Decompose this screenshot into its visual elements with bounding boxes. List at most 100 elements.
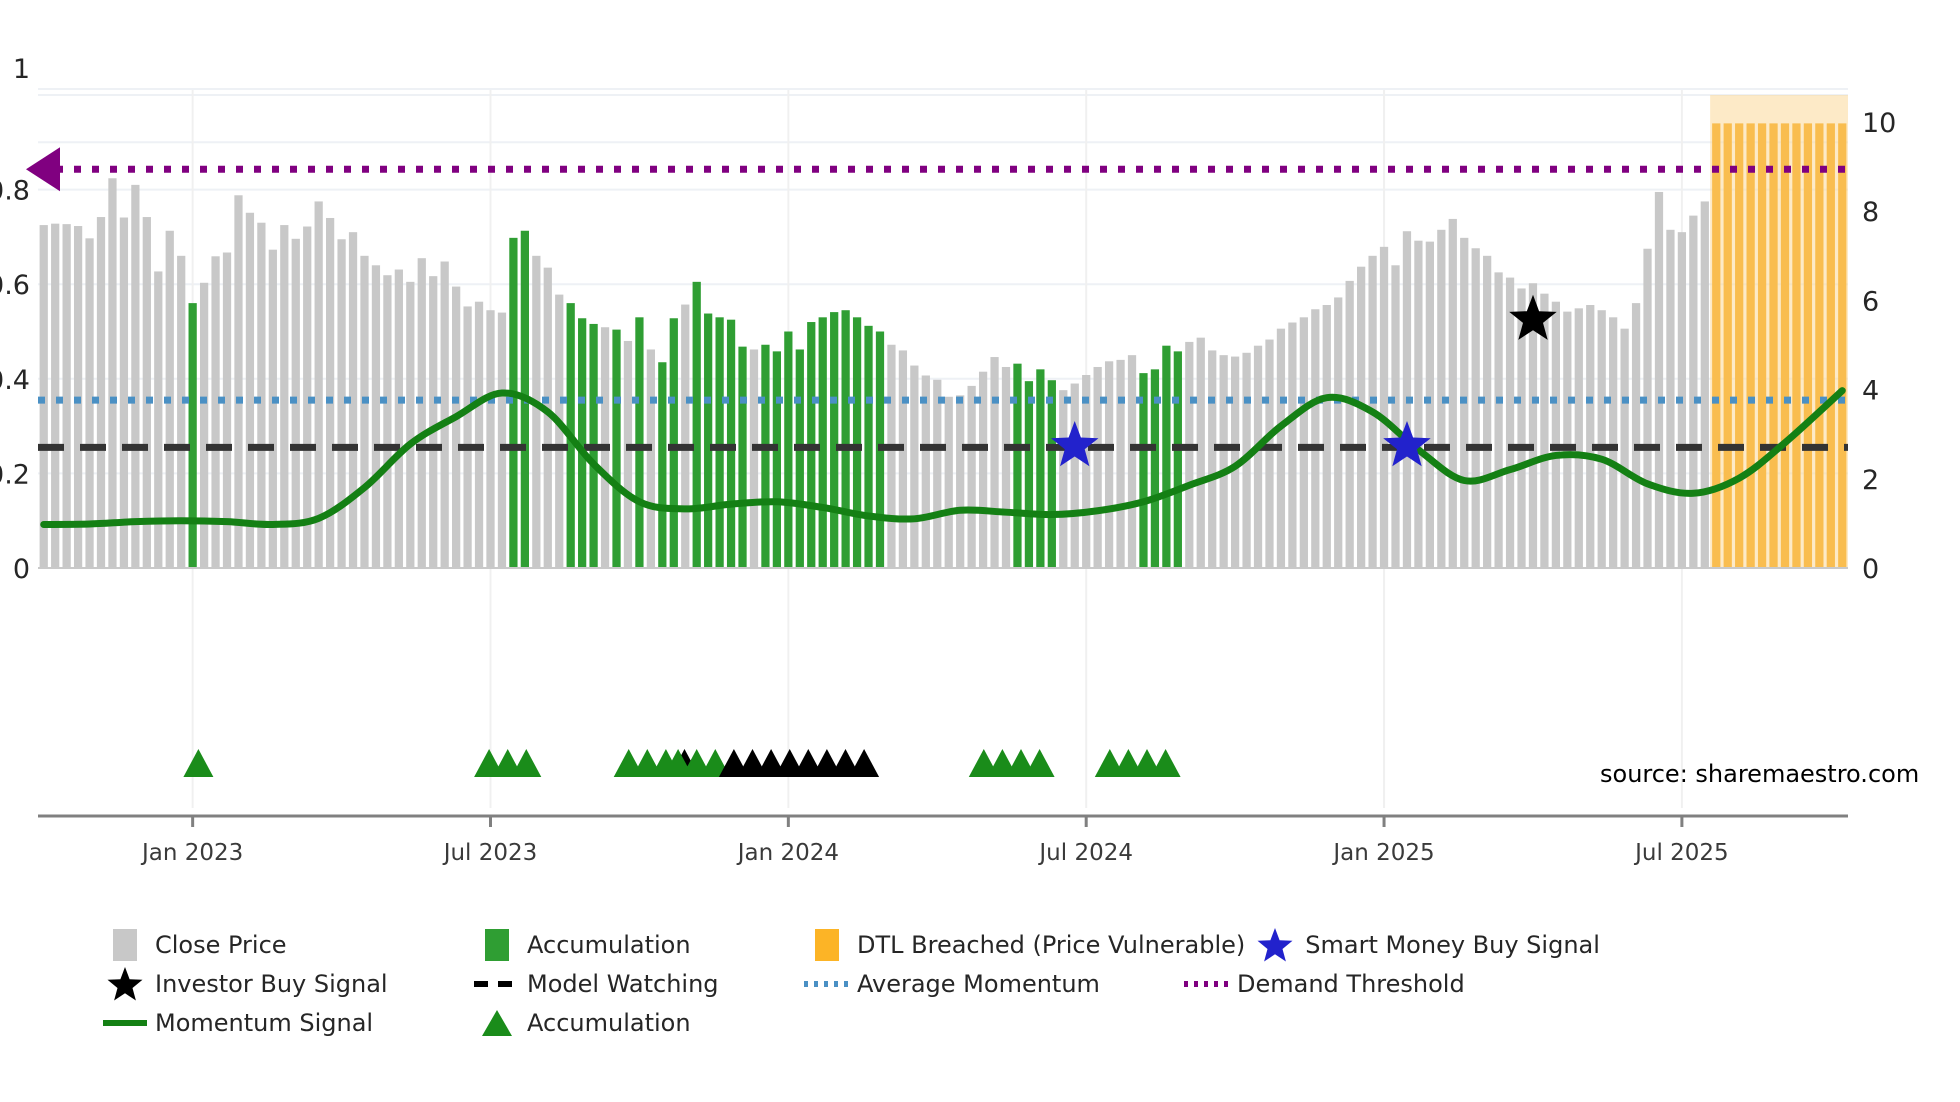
close-price-bar xyxy=(933,379,942,568)
legend-item-demand-threshold[interactable]: Demand Threshold xyxy=(1177,964,1557,1003)
legend-item-accumulation-triangle[interactable]: Accumulation xyxy=(467,1003,797,1042)
close-price-bar xyxy=(1597,310,1606,568)
close-price-bar xyxy=(555,294,564,568)
close-price-bar xyxy=(394,269,403,568)
close-price-bar xyxy=(1127,355,1137,568)
accumulation-bar xyxy=(509,237,518,568)
accumulation-triangles xyxy=(183,749,1181,777)
y-axis-left-tick-label: 0.6 xyxy=(0,270,30,301)
accumulation-bar xyxy=(715,317,724,568)
close-price-bar xyxy=(921,375,930,568)
close-price-bar xyxy=(1517,288,1526,568)
close-price-bar xyxy=(956,395,965,568)
close-price-bar xyxy=(646,349,656,568)
close-price-bar xyxy=(1001,366,1011,568)
legend-label-smart-money: Smart Money Buy Signal xyxy=(1305,930,1600,959)
smart-money-buy-signal-star[interactable] xyxy=(1051,421,1099,467)
close-price-bar xyxy=(1563,311,1572,568)
dtl-breached-bar xyxy=(1838,123,1847,568)
close-price-bar xyxy=(1643,248,1652,568)
legend-item-average-momentum[interactable]: Average Momentum xyxy=(797,964,1177,1003)
close-price-bar xyxy=(85,238,94,568)
y-axis-left-tick-label: 0.4 xyxy=(0,365,30,396)
close-price-bar xyxy=(1654,191,1664,568)
smart-money-star-icon xyxy=(1245,927,1305,962)
close-price-bar xyxy=(1082,375,1091,568)
close-price-bar xyxy=(360,255,369,568)
legend-label-close-price: Close Price xyxy=(155,930,287,959)
dtl-breached-bar xyxy=(1712,123,1721,568)
accumulation-bar xyxy=(761,344,770,568)
legend-item-accumulation-bar[interactable]: Accumulation xyxy=(467,925,797,964)
legend-label-average-momentum: Average Momentum xyxy=(857,969,1100,998)
accumulation-bar xyxy=(1162,345,1171,568)
close-price-bar xyxy=(1505,277,1515,568)
accumulation-bar-swatch xyxy=(467,928,527,962)
model-watching-triangle xyxy=(849,749,880,777)
y-axis-right-tick-label: 0 xyxy=(1862,554,1879,585)
investor-buy-signal-star[interactable] xyxy=(1509,294,1557,340)
dtl-breached-bar xyxy=(1792,123,1801,568)
accumulation-bar xyxy=(612,329,621,568)
y-axis-right-tick-label: 6 xyxy=(1862,286,1879,317)
legend-label-investor-buy: Investor Buy Signal xyxy=(155,969,388,998)
close-price-bar xyxy=(1288,322,1297,568)
axes xyxy=(38,88,1848,818)
close-price-bar xyxy=(623,340,633,568)
accumulation-bar xyxy=(726,319,736,568)
legend-item-model-watching[interactable]: Model Watching xyxy=(467,964,797,1003)
close-price-bar xyxy=(1219,355,1228,568)
average-momentum-swatch xyxy=(797,967,857,1001)
legend-item-investor-buy[interactable]: Investor Buy Signal xyxy=(95,964,467,1003)
legend-item-momentum-signal[interactable]: Momentum Signal xyxy=(95,1003,467,1042)
dtl-breached-bar xyxy=(1735,123,1744,568)
accumulation-bar xyxy=(841,310,850,568)
x-axis-tick-label: Jan 2025 xyxy=(1331,840,1434,866)
smart-money-buy-signal-star[interactable] xyxy=(1383,421,1431,467)
dtl-breached-bar xyxy=(1815,123,1824,568)
accumulation-bar xyxy=(578,318,587,568)
dtl-breached-bar xyxy=(1723,123,1732,568)
close-price-bar xyxy=(303,226,312,568)
accumulation-bar xyxy=(1036,369,1045,568)
close-price-bar xyxy=(1345,280,1354,568)
accumulation-triangle xyxy=(511,749,542,777)
close-price-bar xyxy=(543,267,552,568)
legend-row-1: Close Price Accumulation DTL Breached (P… xyxy=(95,925,1925,964)
momentum-line xyxy=(40,387,1846,529)
close-price-bar xyxy=(383,275,392,568)
close-price-bar xyxy=(211,256,220,568)
accumulation-bar xyxy=(818,317,827,568)
legend-label-accumulation-triangle: Accumulation xyxy=(527,1008,691,1037)
accumulation-triangle xyxy=(183,749,214,777)
accumulation-bar xyxy=(1013,363,1022,568)
momentum-signal-swatch xyxy=(95,1006,155,1040)
momentum-signal-line xyxy=(40,387,1846,529)
close-price-bar xyxy=(474,301,484,568)
y-axis-left-tick-label: 0.8 xyxy=(0,176,30,207)
y-axis-right-tick-label: 10 xyxy=(1862,108,1896,139)
close-price-bar xyxy=(486,310,495,568)
close-price-bar xyxy=(1391,265,1400,568)
accumulation-bar xyxy=(635,317,644,568)
dtl-breached-bar xyxy=(1826,123,1835,568)
close-price-bar xyxy=(1666,229,1675,568)
close-price-bar xyxy=(62,224,71,568)
close-price-bar xyxy=(314,201,323,569)
close-price-bar xyxy=(1471,248,1480,568)
legend-item-close-price[interactable]: Close Price xyxy=(95,925,467,964)
legend-item-smart-money[interactable]: Smart Money Buy Signal xyxy=(1245,925,1625,964)
close-price-bar xyxy=(268,249,277,568)
close-price-bar xyxy=(1093,366,1102,568)
close-price-bar xyxy=(417,258,426,568)
close-price-bar xyxy=(1540,293,1549,568)
close-price-bar xyxy=(898,350,908,568)
legend-item-dtl-breached[interactable]: DTL Breached (Price Vulnerable) xyxy=(797,925,1245,964)
close-price-bar xyxy=(131,184,140,568)
x-axis-tick-label: Jul 2025 xyxy=(1633,840,1729,866)
close-price-bar xyxy=(1334,297,1343,568)
accumulation-bar xyxy=(704,313,713,568)
y-axis-left-tick-label: 1 xyxy=(13,54,30,85)
